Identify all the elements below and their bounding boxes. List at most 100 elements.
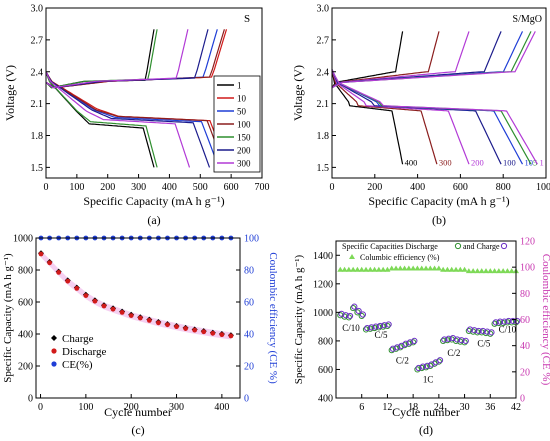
y2-tick-label: 40 [520, 341, 530, 352]
y-tick-label: 1.8 [31, 131, 44, 142]
y-tick-label: 400 [318, 394, 333, 405]
data-point [496, 318, 504, 325]
data-point [364, 324, 371, 332]
data-point [345, 266, 352, 272]
charge-curve [331, 31, 404, 89]
y-tick-label: 1400 [313, 251, 333, 262]
x-tick-label: 400 [162, 182, 177, 193]
data-point [385, 321, 392, 328]
y-tick-label: 200 [18, 362, 33, 373]
x-tick-label: 100 [69, 182, 84, 193]
data-point [38, 251, 44, 257]
data-point [358, 312, 365, 320]
data-point [375, 266, 382, 272]
panel-a: 0 100 200 300 400 500 600 700 1.5 1.8 2.1 2.4 2.7 3.0… [3, 4, 270, 228]
data-point [424, 362, 431, 369]
data-point [56, 270, 62, 275]
data-point [410, 339, 417, 346]
data-point [436, 357, 444, 364]
legend-marker [454, 242, 462, 250]
data-point [402, 340, 409, 347]
legend-marker [51, 361, 57, 367]
y-axis-label: Voltage (V) [3, 65, 17, 121]
y-tick-label: 600 [318, 365, 333, 376]
data-point [458, 337, 465, 344]
plot-area-c [35, 237, 241, 399]
data-point [487, 268, 494, 274]
x-axis-label: Specific Capacity (mA h g⁻¹) [83, 194, 224, 208]
data-point [337, 266, 344, 272]
data-point [474, 268, 481, 274]
x-axis-label: Cycle number [392, 405, 460, 419]
legend-label: 50 [237, 107, 247, 117]
data-point [478, 268, 485, 274]
charge-curve [45, 29, 189, 89]
data-point [405, 340, 412, 347]
charge-curve [45, 29, 225, 89]
curve-label: 400 [405, 157, 418, 167]
discharge-curve [331, 69, 502, 165]
discharge-curve [45, 71, 211, 168]
legend-label: 200 [237, 146, 251, 156]
x-tick-label: 200 [124, 402, 139, 413]
legend-label: Charge [62, 333, 94, 345]
data-point [418, 265, 425, 271]
data-point [183, 326, 189, 331]
data-point [74, 286, 80, 291]
data-point [505, 317, 512, 325]
data-point [228, 333, 234, 339]
data-point [445, 335, 452, 342]
data-point [500, 268, 507, 274]
y-tick-label: 1000 [13, 234, 33, 245]
data-point [119, 310, 125, 315]
data-point [410, 265, 417, 271]
x-axis-label: Specific Capacity (mA h g⁻¹) [368, 194, 509, 208]
legend-label: 100 [237, 120, 251, 130]
data-point [351, 303, 358, 310]
x-tick-label: 300 [131, 182, 146, 193]
charge-curve [331, 31, 502, 89]
legend-label: Specific Capacities Discharge [342, 242, 438, 251]
curve-label: 10 [524, 157, 533, 167]
y2-tick-label: 80 [520, 289, 530, 300]
data-point [359, 311, 367, 318]
charge-curve [45, 29, 218, 89]
y-tick-label: 800 [318, 336, 333, 347]
y-tick-label: 2.1 [317, 99, 330, 110]
data-point [483, 268, 489, 274]
plot-area-b [331, 7, 547, 179]
legend-marker [500, 242, 508, 250]
y2-axis-label: Coulombic efficiency (CE %) [540, 254, 550, 386]
data-point [471, 327, 478, 334]
data-point [342, 312, 349, 319]
x-tick-label: 200 [367, 182, 382, 193]
data-point [495, 319, 502, 327]
data-point [453, 266, 459, 272]
data-point [419, 363, 427, 370]
data-point [83, 293, 89, 298]
data-point [466, 326, 474, 333]
data-point [219, 332, 225, 338]
plot-area-a [45, 7, 263, 179]
x-axis-label: Cycle number [104, 405, 172, 419]
discharge-curve [331, 69, 532, 165]
data-point [508, 319, 515, 326]
legend-marker [349, 254, 355, 259]
discharge-curve [331, 69, 538, 165]
y2-axis-label: Coulombic efficiency (CE %) [267, 252, 279, 384]
y2-tick-label: 100 [520, 263, 535, 274]
charge-curve [45, 29, 209, 89]
data-point [358, 266, 365, 272]
data-point [427, 265, 434, 271]
data-point [389, 345, 397, 352]
x-tick-label: 800 [496, 182, 511, 193]
data-point [441, 336, 448, 343]
data-point [444, 337, 451, 344]
data-point [393, 265, 399, 271]
data-point [491, 268, 498, 274]
data-point [380, 323, 387, 330]
y-axis-label: Voltage (V) [291, 65, 305, 121]
x-tick-label: 12 [382, 402, 392, 413]
legend-label: and Charge [463, 242, 500, 251]
data-point [462, 337, 469, 345]
